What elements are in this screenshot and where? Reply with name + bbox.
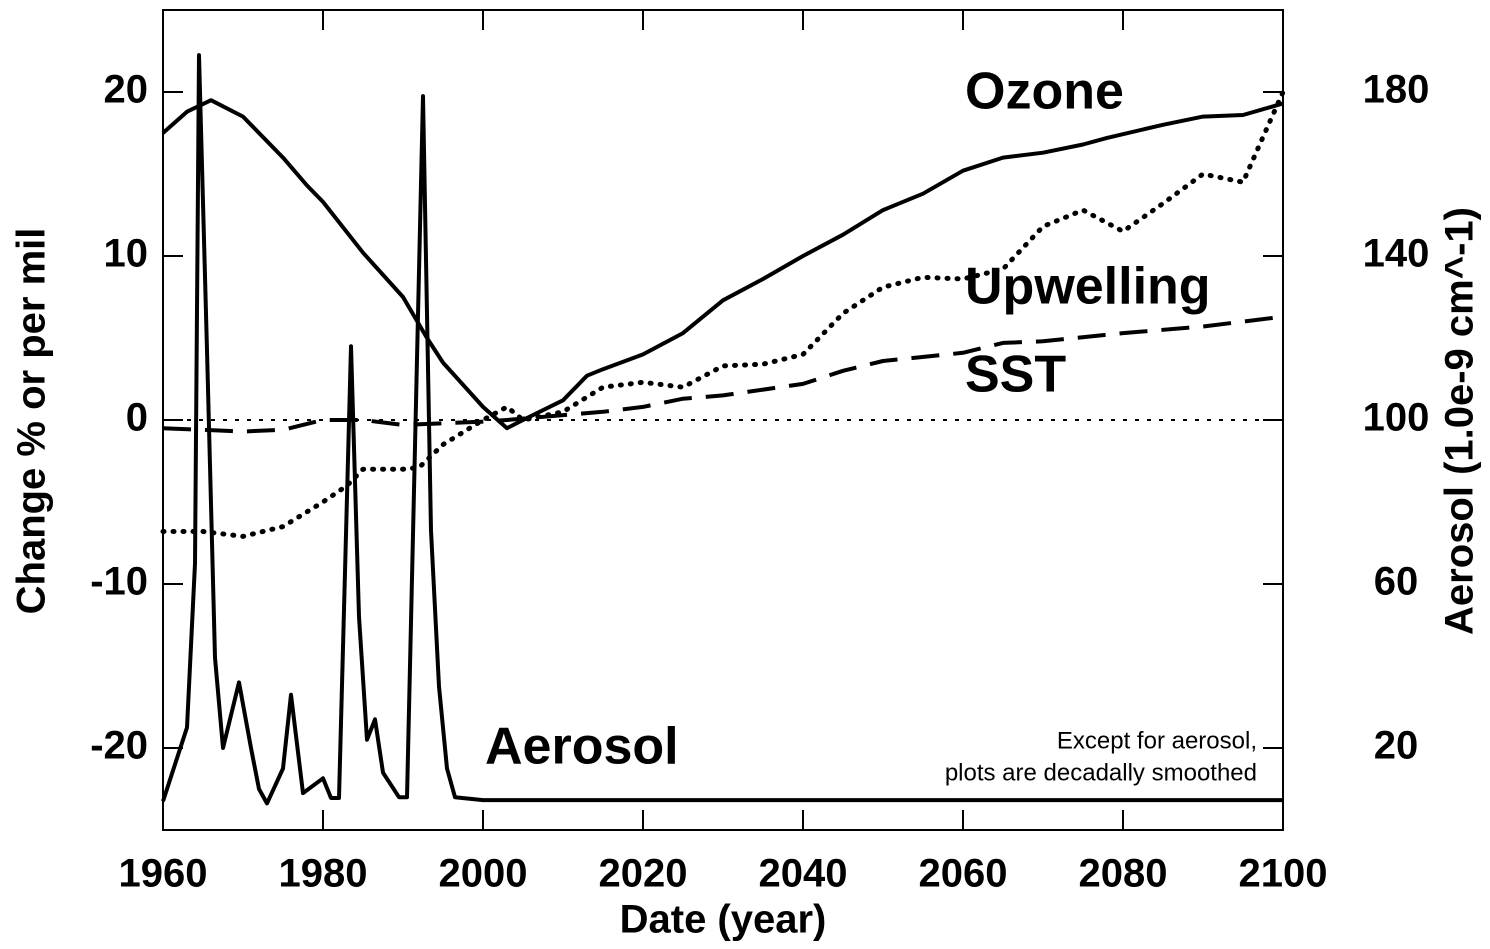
y2-tick-label: 140 (1363, 232, 1430, 276)
y-tick-label: -20 (90, 724, 148, 768)
y-tick-label: 10 (104, 232, 149, 276)
series-label: Upwelling (965, 258, 1211, 316)
y-tick-label: -10 (90, 560, 148, 604)
x-tick-label: 1960 (119, 852, 208, 896)
x-tick-label: 2020 (599, 852, 688, 896)
x-tick-label: 2100 (1239, 852, 1328, 896)
y2-tick-label: 20 (1374, 724, 1419, 768)
x-tick-label: 1980 (279, 852, 368, 896)
y-axis-title: Change % or per mil (10, 228, 54, 615)
x-axis-title: Date (year) (620, 898, 827, 942)
y-tick-label: 0 (126, 396, 148, 440)
x-tick-label: 2080 (1079, 852, 1168, 896)
y2-tick-label: 100 (1363, 396, 1430, 440)
series-label: Ozone (965, 63, 1124, 121)
y2-tick-label: 180 (1363, 68, 1430, 112)
x-tick-label: 2000 (439, 852, 528, 896)
series-line (160, 89, 1286, 539)
x-tick-label: 2040 (759, 852, 848, 896)
annotation: Except for aerosol, (1057, 727, 1257, 754)
series-line (161, 98, 1284, 431)
x-tick-label: 2060 (919, 852, 1008, 896)
series-label: Aerosol (485, 718, 679, 776)
series-label: SST (965, 346, 1066, 404)
y-tick-label: 20 (104, 68, 149, 112)
y2-tick-label: 60 (1374, 560, 1419, 604)
series-line (162, 314, 1284, 434)
series-line (161, 53, 1283, 806)
y2-axis-title: Aerosol (1.0e-9 cm^-1) (1438, 207, 1482, 635)
annotation: plots are decadally smoothed (945, 759, 1257, 786)
